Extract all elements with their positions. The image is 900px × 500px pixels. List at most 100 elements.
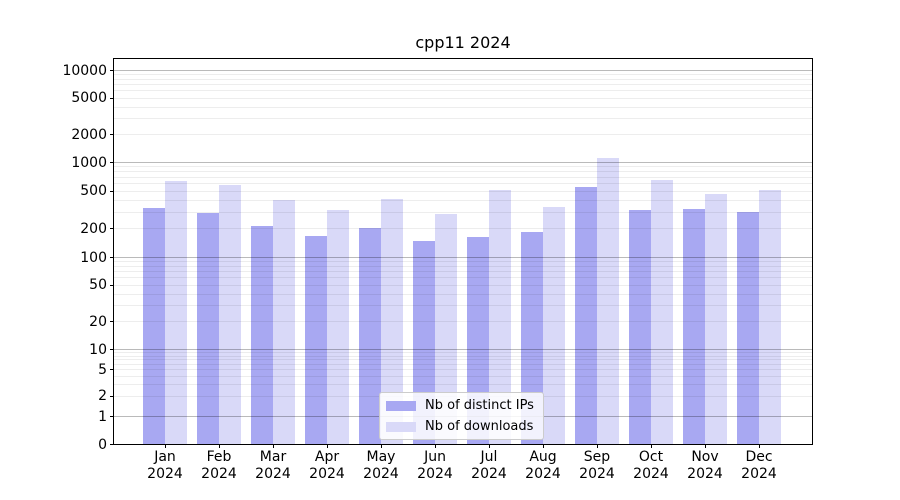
- bar-downloads: [651, 179, 673, 444]
- legend-row-distinct-ips: Nb of distinct IPs: [386, 398, 534, 413]
- y-tick-mark: [110, 395, 114, 397]
- y-tick-label: 10: [89, 341, 107, 358]
- bar-distinct-ips: [251, 226, 273, 444]
- bar-downloads: [165, 181, 187, 444]
- bar-distinct-ips: [305, 236, 327, 444]
- bar-distinct-ips: [197, 213, 219, 444]
- y-gridline-minor: [114, 97, 812, 99]
- bar-downloads: [759, 189, 781, 444]
- x-tick-mark: [165, 444, 166, 448]
- x-tick-label: Apr 2024: [297, 449, 357, 483]
- y-tick-label: 5: [98, 361, 107, 378]
- y-tick-label: 20: [89, 313, 107, 330]
- x-tick-label: Jun 2024: [405, 449, 465, 483]
- legend: Nb of distinct IPs Nb of downloads: [379, 392, 544, 440]
- bar-downloads: [327, 209, 349, 444]
- x-tick-mark: [435, 444, 436, 448]
- x-tick-mark: [705, 444, 706, 448]
- chart-title: cpp11 2024: [415, 33, 511, 52]
- x-tick-label: Dec 2024: [729, 449, 789, 483]
- x-tick-month: Apr: [314, 449, 340, 465]
- y-tick-mark: [110, 190, 114, 192]
- bar-distinct-ips: [575, 187, 597, 444]
- x-tick-month: Mar: [259, 449, 287, 465]
- x-tick-year: 2024: [471, 466, 507, 482]
- y-tick-label: 2000: [71, 126, 107, 143]
- y-gridline-major: [114, 162, 812, 163]
- bar-distinct-ips: [737, 211, 759, 444]
- plot-area: [113, 58, 813, 445]
- x-tick-year: 2024: [741, 466, 777, 482]
- x-tick-year: 2024: [363, 466, 399, 482]
- x-tick-label: Feb 2024: [189, 449, 249, 483]
- y-tick-label: 10000: [62, 62, 107, 79]
- y-gridline-minor: [114, 176, 812, 178]
- x-tick-year: 2024: [525, 466, 561, 482]
- bar-downloads: [219, 184, 241, 444]
- y-tick-label: 5000: [71, 90, 107, 107]
- y-tick-mark: [110, 257, 114, 258]
- x-tick-month: Aug: [529, 449, 557, 465]
- legend-swatch-downloads: [386, 421, 416, 432]
- x-tick-year: 2024: [147, 466, 183, 482]
- x-tick-mark: [489, 444, 490, 448]
- legend-swatch-distinct-ips: [386, 400, 416, 411]
- y-tick-mark: [110, 284, 114, 286]
- y-gridline-minor: [114, 118, 812, 120]
- y-tick-mark: [110, 416, 114, 417]
- y-tick-mark: [110, 369, 114, 371]
- x-tick-year: 2024: [255, 466, 291, 482]
- x-tick-label: Mar 2024: [243, 449, 303, 483]
- y-tick-label: 0: [98, 436, 107, 453]
- y-gridline-minor: [114, 74, 812, 76]
- x-tick-mark: [543, 444, 544, 448]
- bar-distinct-ips: [521, 232, 543, 444]
- x-tick-mark: [381, 444, 382, 448]
- x-tick-label: Jan 2024: [135, 449, 195, 483]
- legend-label-downloads: Nb of downloads: [425, 419, 534, 434]
- y-tick-mark: [110, 70, 114, 71]
- bar-distinct-ips: [359, 228, 381, 444]
- bar-downloads: [597, 158, 619, 444]
- bar-distinct-ips: [629, 210, 651, 444]
- y-gridline-minor: [114, 106, 812, 108]
- y-gridline-major: [114, 70, 812, 71]
- y-tick-mark: [110, 97, 114, 99]
- x-tick-month: Oct: [638, 449, 664, 465]
- x-tick-month: Jul: [480, 449, 498, 465]
- x-tick-year: 2024: [417, 466, 453, 482]
- bar-downloads: [543, 207, 565, 444]
- bar-downloads: [489, 190, 511, 444]
- x-tick-year: 2024: [309, 466, 345, 482]
- x-tick-year: 2024: [633, 466, 669, 482]
- x-tick-mark: [219, 444, 220, 448]
- y-tick-label: 1000: [71, 154, 107, 171]
- y-tick-label: 50: [89, 277, 107, 294]
- x-tick-month: Dec: [745, 449, 773, 465]
- bar-downloads: [381, 198, 403, 444]
- y-tick-mark: [110, 444, 114, 445]
- y-gridline-minor: [114, 171, 812, 173]
- y-tick-mark: [110, 162, 114, 163]
- y-tick-mark: [110, 134, 114, 136]
- x-tick-label: Sep 2024: [567, 449, 627, 483]
- x-tick-month: Jun: [424, 449, 446, 465]
- x-tick-year: 2024: [579, 466, 615, 482]
- x-tick-label: May 2024: [351, 449, 411, 483]
- x-tick-year: 2024: [687, 466, 723, 482]
- legend-row-downloads: Nb of downloads: [386, 419, 534, 434]
- y-tick-label: 100: [80, 249, 107, 266]
- x-tick-mark: [273, 444, 274, 448]
- x-tick-mark: [759, 444, 760, 448]
- x-tick-label: Nov 2024: [675, 449, 735, 483]
- bar-distinct-ips: [683, 209, 705, 444]
- y-tick-mark: [110, 321, 114, 323]
- x-tick-month: Nov: [691, 449, 719, 465]
- y-gridline-minor: [114, 90, 812, 92]
- x-tick-label: Oct 2024: [621, 449, 681, 483]
- y-gridline-minor: [114, 166, 812, 168]
- x-tick-month: Jan: [154, 449, 176, 465]
- bar-downloads: [435, 213, 457, 444]
- y-tick-label: 500: [80, 183, 107, 200]
